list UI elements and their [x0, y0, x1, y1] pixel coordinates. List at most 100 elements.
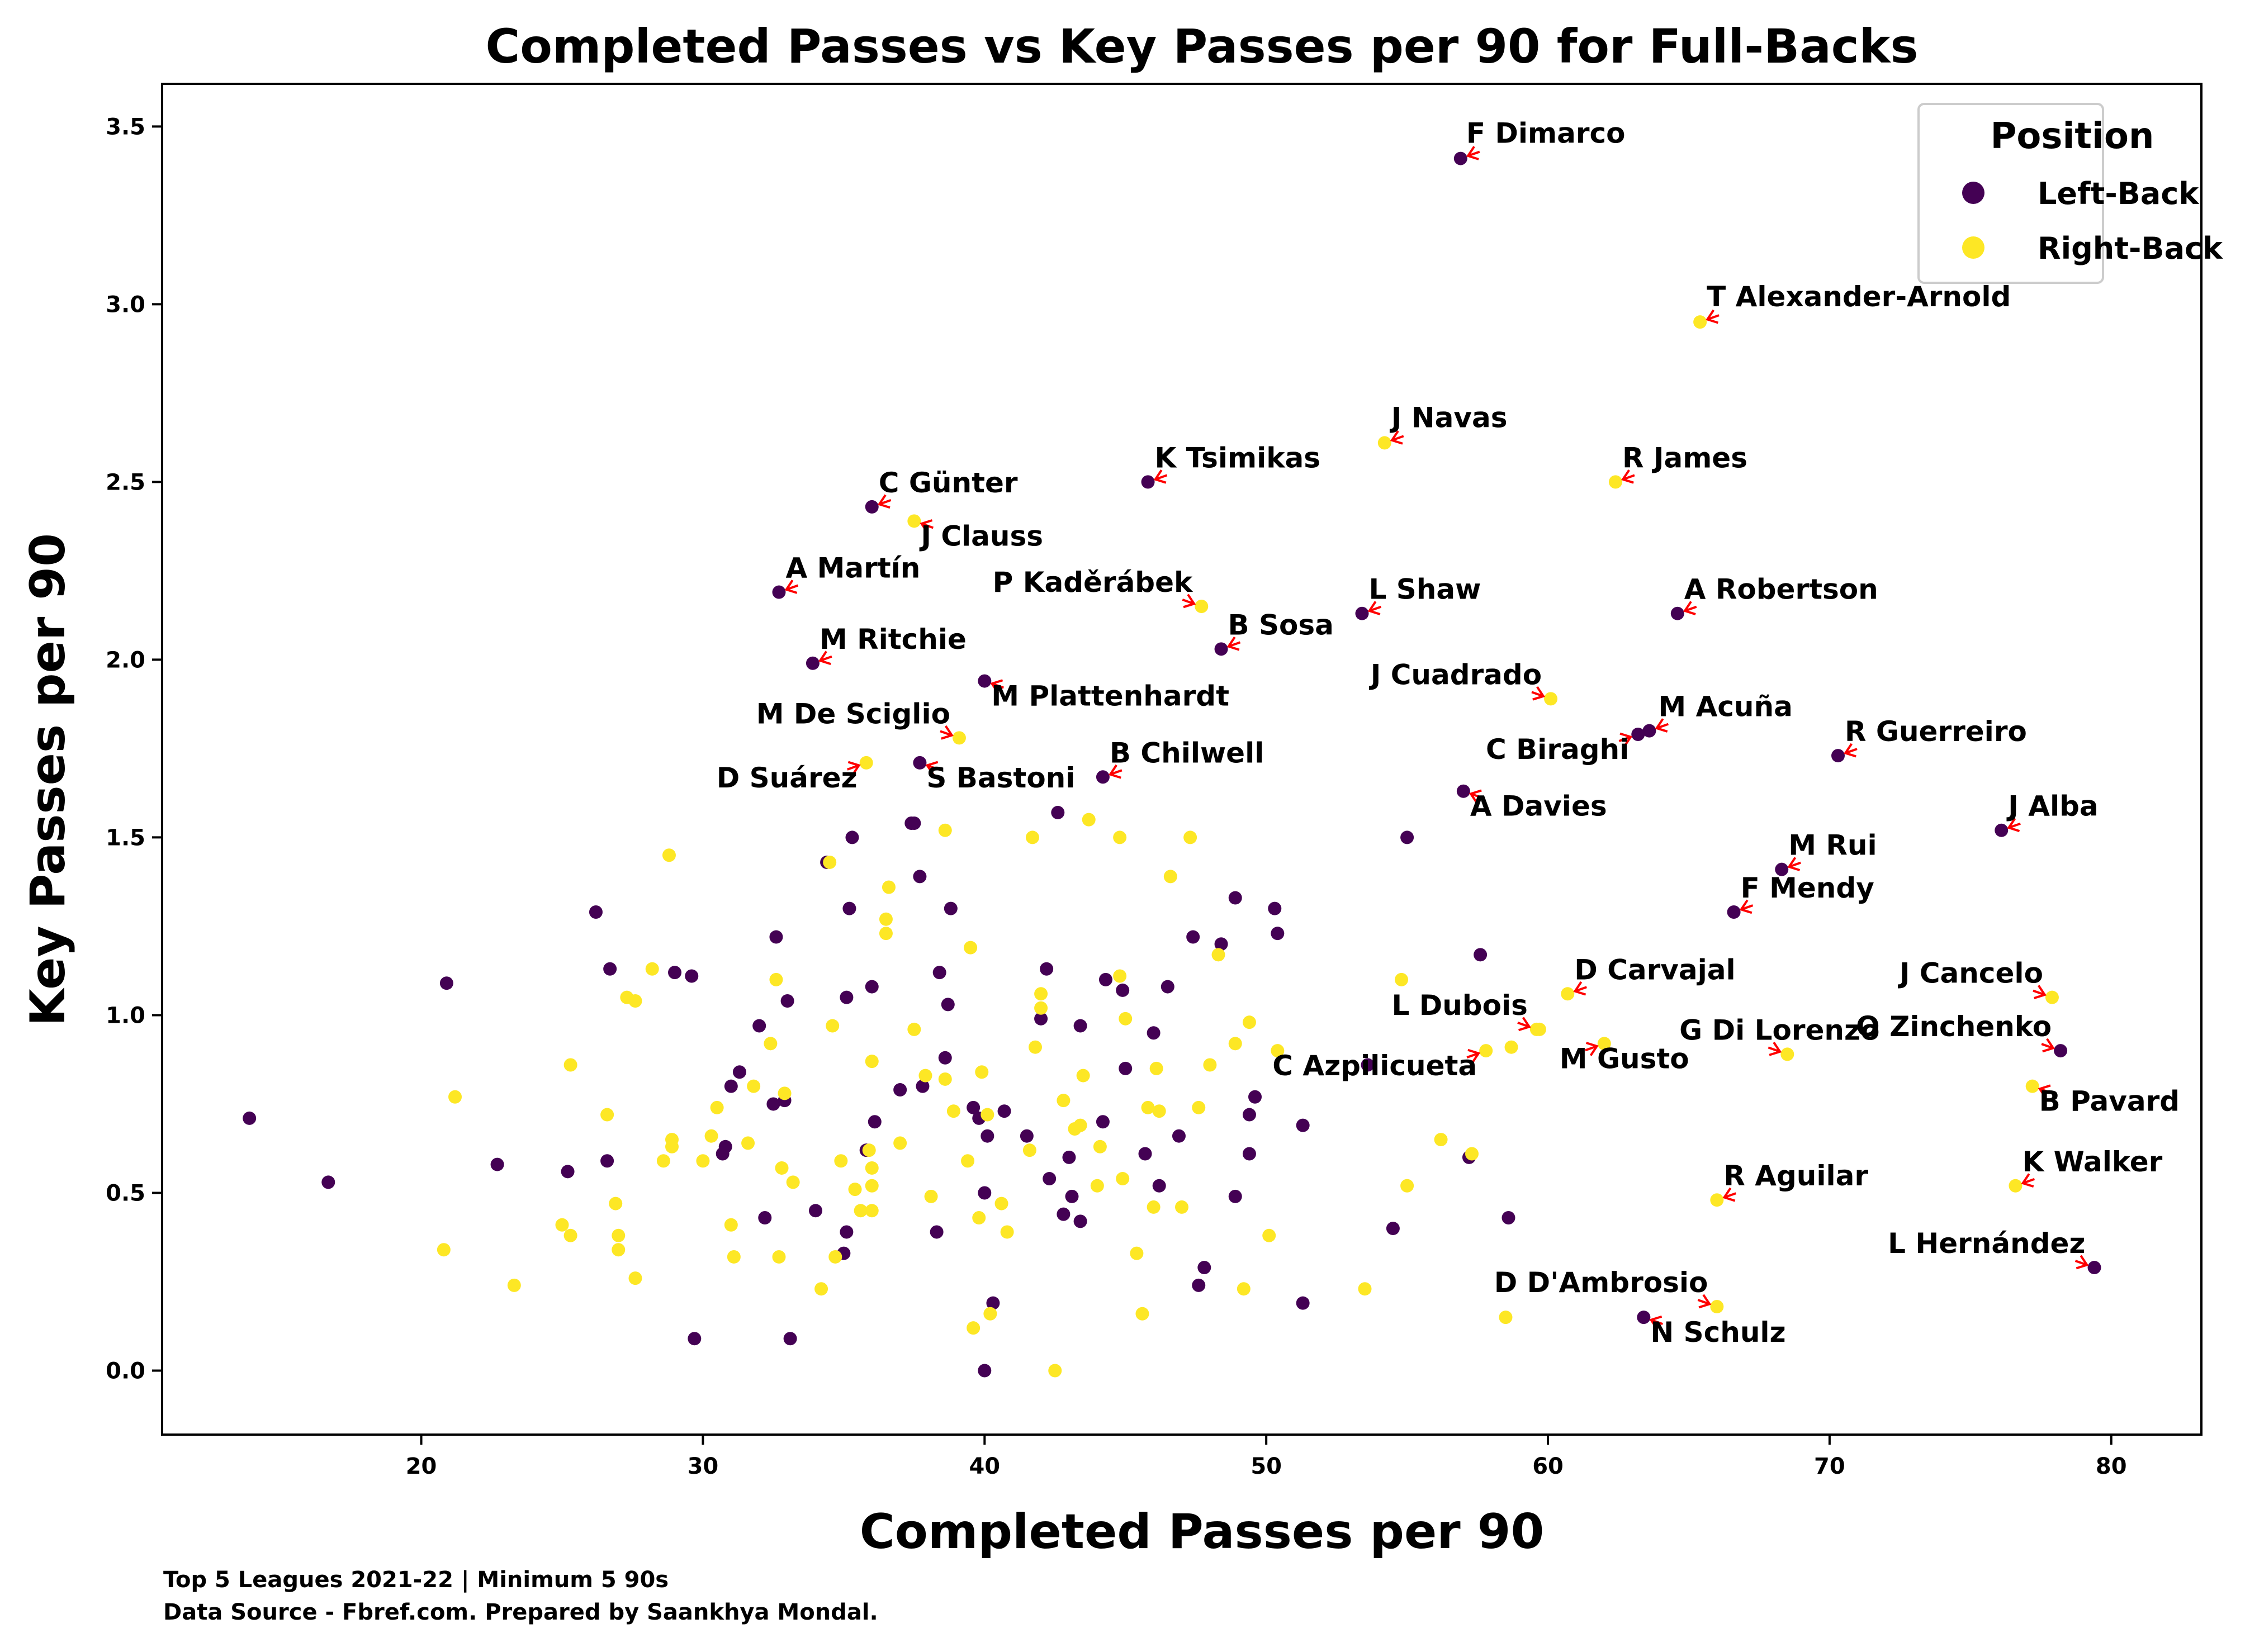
point-label: B Pavard — [2039, 1085, 2180, 1118]
labeled-data-point — [978, 674, 992, 688]
data-point — [916, 1079, 930, 1093]
data-point — [772, 1250, 786, 1264]
data-point — [941, 998, 955, 1012]
data-point — [1090, 1179, 1104, 1193]
data-point — [1130, 1246, 1144, 1260]
data-point — [612, 1243, 626, 1257]
point-label: L Shaw — [1368, 573, 1481, 606]
labeled-data-point — [1710, 1193, 1724, 1207]
point-label: O Zinchenko — [1856, 1010, 2052, 1043]
data-point — [828, 1250, 842, 1264]
data-point — [1135, 1307, 1149, 1321]
data-point — [1183, 830, 1197, 844]
labeled-data-point — [1637, 1311, 1651, 1325]
y-tick-label: 3.5 — [106, 114, 145, 140]
data-point — [865, 1179, 879, 1193]
data-point — [1186, 930, 1200, 944]
point-label: A Robertson — [1684, 573, 1878, 606]
x-tick-label: 40 — [969, 1454, 1000, 1479]
data-point — [975, 1065, 989, 1079]
data-point — [868, 1115, 882, 1129]
labeled-data-point — [1453, 151, 1467, 165]
labeled-data-point — [1727, 905, 1741, 919]
data-point — [1073, 1214, 1087, 1228]
labeled-data-point — [1195, 599, 1209, 613]
data-point — [780, 994, 794, 1008]
point-label: R Guerreiro — [1845, 715, 2027, 748]
labeled-data-point — [859, 756, 873, 770]
point-label: M De Sciglio — [756, 697, 950, 730]
point-label: L Dubois — [1391, 989, 1527, 1022]
data-point — [710, 1100, 724, 1114]
data-point — [1465, 1147, 1479, 1161]
point-label: B Chilwell — [1110, 737, 1264, 769]
point-label: M Rui — [1788, 829, 1877, 862]
data-point — [865, 1161, 879, 1175]
labeled-data-point — [2025, 1079, 2039, 1093]
data-point — [842, 901, 856, 915]
labeled-data-point — [1561, 987, 1575, 1001]
labeled-data-point — [1479, 1044, 1493, 1058]
data-point — [1214, 937, 1228, 951]
data-point — [964, 941, 978, 955]
labeled-data-point — [1597, 1037, 1611, 1051]
point-label: G Di Lorenzo — [1679, 1014, 1879, 1046]
x-tick-label: 20 — [406, 1454, 437, 1479]
annotation-arrow — [1367, 601, 1382, 615]
point-label: F Dimarco — [1466, 117, 1626, 150]
point-label: A Davies — [1470, 790, 1607, 823]
data-point — [862, 1143, 876, 1157]
data-point — [1073, 1118, 1087, 1132]
y-tick-label: 1.5 — [106, 825, 145, 851]
annotation-arrow — [1768, 1042, 1782, 1056]
data-point — [704, 1129, 718, 1143]
data-point — [1152, 1104, 1166, 1118]
data-point — [724, 1218, 738, 1232]
chart-title: Completed Passes vs Key Passes per 90 fo… — [486, 19, 1919, 74]
plot-area — [161, 83, 2203, 1436]
data-point — [1242, 1108, 1256, 1122]
annotation-arrow — [1722, 1187, 1737, 1202]
annotation-arrow — [1182, 594, 1196, 609]
data-point — [924, 1189, 938, 1203]
labeled-data-point — [1377, 436, 1391, 450]
point-label: R James — [1622, 442, 1747, 474]
data-point — [589, 905, 603, 919]
data-point — [688, 1332, 702, 1346]
data-point — [1228, 1037, 1242, 1051]
x-axis-label: Completed Passes per 90 — [860, 1504, 1545, 1560]
data-point — [1474, 948, 1488, 962]
data-point — [1057, 1207, 1071, 1221]
data-point — [994, 1197, 1008, 1210]
data-point — [1119, 1061, 1133, 1075]
data-point — [834, 1154, 848, 1168]
legend: Position Left-Back Right-Back — [1917, 103, 2223, 284]
data-point — [747, 1079, 761, 1093]
data-point — [1228, 1189, 1242, 1203]
data-point — [1211, 948, 1225, 962]
data-point — [1296, 1118, 1310, 1132]
data-point — [986, 1296, 1000, 1310]
labeled-data-point — [1141, 475, 1155, 489]
data-point — [741, 1136, 755, 1150]
labeled-data-point — [1214, 642, 1228, 656]
data-point — [840, 990, 854, 1004]
data-point — [732, 1065, 746, 1079]
annotation-arrow — [1621, 469, 1635, 484]
data-point — [1434, 1133, 1448, 1147]
data-point — [775, 1161, 789, 1175]
annotation-arrow — [1153, 469, 1168, 484]
data-point — [1504, 1040, 1518, 1054]
data-point — [978, 1364, 992, 1378]
annotation-arrow — [2074, 1255, 2089, 1270]
data-point — [882, 880, 896, 894]
x-tick-label: 50 — [1251, 1454, 1282, 1479]
data-point — [1113, 830, 1127, 844]
data-point — [1386, 1222, 1400, 1236]
annotation-arrow — [1517, 1017, 1531, 1032]
unlabeled-points — [243, 805, 1546, 1378]
data-point — [865, 1055, 879, 1069]
data-point — [561, 1165, 575, 1179]
labeled-data-point — [1631, 727, 1645, 741]
point-label: C Biraghi — [1486, 733, 1629, 766]
